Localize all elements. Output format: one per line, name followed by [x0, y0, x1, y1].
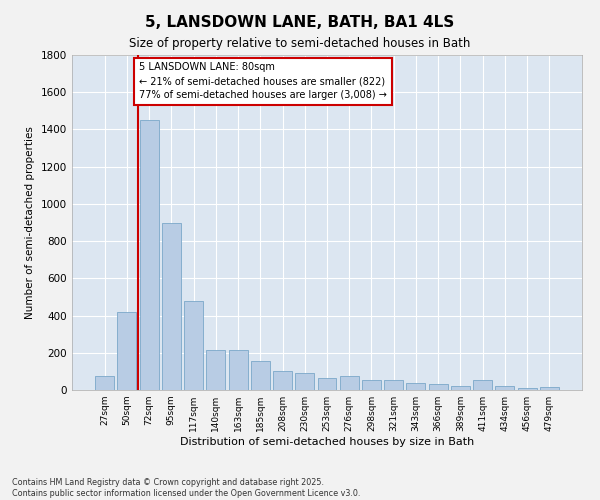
- Bar: [451, 386, 470, 390]
- Bar: [251, 361, 270, 390]
- Bar: [295, 373, 314, 390]
- Bar: [206, 350, 225, 390]
- Bar: [184, 300, 203, 390]
- Bar: [273, 372, 292, 390]
- Text: Contains HM Land Registry data © Crown copyright and database right 2025.
Contai: Contains HM Land Registry data © Crown c…: [12, 478, 361, 498]
- Bar: [140, 120, 158, 390]
- Bar: [384, 380, 403, 390]
- Text: Size of property relative to semi-detached houses in Bath: Size of property relative to semi-detach…: [130, 38, 470, 51]
- Bar: [118, 312, 136, 390]
- Bar: [162, 222, 181, 390]
- Bar: [518, 388, 536, 390]
- Bar: [340, 376, 359, 390]
- Bar: [406, 382, 425, 390]
- Y-axis label: Number of semi-detached properties: Number of semi-detached properties: [25, 126, 35, 319]
- Bar: [95, 376, 114, 390]
- Bar: [473, 380, 492, 390]
- X-axis label: Distribution of semi-detached houses by size in Bath: Distribution of semi-detached houses by …: [180, 437, 474, 447]
- Bar: [429, 384, 448, 390]
- Bar: [496, 386, 514, 390]
- Bar: [317, 378, 337, 390]
- Text: 5 LANSDOWN LANE: 80sqm
← 21% of semi-detached houses are smaller (822)
77% of se: 5 LANSDOWN LANE: 80sqm ← 21% of semi-det…: [139, 62, 387, 100]
- Bar: [362, 380, 381, 390]
- Text: 5, LANSDOWN LANE, BATH, BA1 4LS: 5, LANSDOWN LANE, BATH, BA1 4LS: [145, 15, 455, 30]
- Bar: [229, 350, 248, 390]
- Bar: [540, 387, 559, 390]
